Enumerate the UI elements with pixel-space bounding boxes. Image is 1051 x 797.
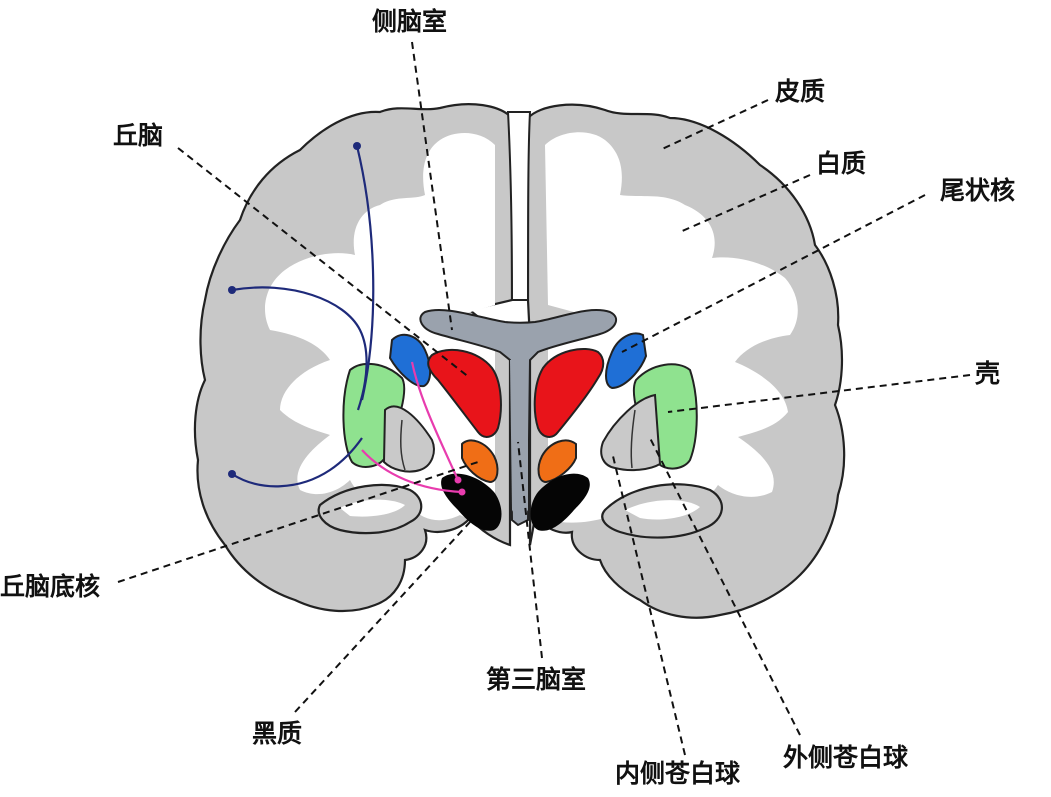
projection-tract-3 — [231, 437, 363, 488]
leader-third-ventricle — [517, 441, 543, 659]
label-globus-pallidus-external: 外侧苍白球 — [783, 743, 909, 772]
label-lateral-ventricle: 侧脑室 — [372, 7, 447, 36]
label-globus-pallidus-internal: 内侧苍白球 — [615, 759, 741, 788]
projection-tract-1 — [355, 145, 375, 401]
leader-lateral-ventricle — [411, 41, 453, 331]
third-ventricle-shape — [510, 360, 528, 522]
label-substantia-nigra: 黑质 — [252, 719, 302, 748]
leader-subthalamic — [117, 461, 479, 583]
right-globus-pallidus-division — [630, 409, 636, 469]
tract-origin-dot-3 — [228, 470, 236, 478]
right-hemisphere-white-matter — [545, 132, 798, 523]
left-temporal-inner — [340, 499, 405, 517]
left-globus-pallidus-division — [400, 419, 406, 471]
right-substantia-nigra — [530, 473, 590, 531]
left-substantia-nigra — [441, 473, 502, 531]
tract-origin-dot-2 — [228, 286, 236, 294]
projection-tract-pink-2 — [361, 449, 463, 494]
label-cortex: 皮质 — [775, 77, 825, 106]
leader-gp-external — [649, 437, 801, 736]
leader-caudate — [621, 194, 926, 353]
left-caudate-nucleus — [388, 333, 432, 388]
left-globus-pallidus — [382, 405, 435, 473]
label-subthalamic-nucleus: 丘脑底核 — [0, 572, 100, 601]
tract-origin-dot-1 — [353, 142, 361, 150]
right-thalamus — [533, 348, 605, 438]
projection-tract-pink-1 — [410, 361, 460, 481]
projection-tract-2 — [231, 286, 368, 411]
label-caudate-nucleus: 尾状核 — [940, 176, 1015, 205]
longitudinal-fissure — [506, 111, 532, 301]
right-temporal-inner — [625, 500, 700, 520]
left-hemisphere-white-matter — [265, 133, 495, 523]
left-thalamus — [427, 348, 502, 438]
leader-gp-internal — [611, 451, 686, 756]
leader-thalamus — [177, 147, 471, 379]
right-caudate-nucleus — [605, 332, 648, 390]
right-globus-pallidus — [600, 393, 662, 472]
left-subthalamic-nucleus — [461, 439, 499, 484]
right-subthalamic-nucleus — [537, 439, 577, 484]
label-thalamus: 丘脑 — [113, 121, 163, 150]
leader-putamen — [667, 374, 971, 413]
tract-terminal-dot-2 — [458, 488, 466, 496]
labels: 侧脑室 皮质 丘脑 白质 尾状核 壳 丘脑底核 第三脑室 黑质 内侧苍白球 外侧… — [0, 7, 1015, 788]
cortical-projections — [228, 142, 466, 496]
label-putamen: 壳 — [974, 359, 1000, 388]
label-white-matter: 白质 — [816, 149, 866, 178]
brain-section — [193, 103, 846, 619]
leader-cortex — [659, 99, 769, 151]
leader-lines — [117, 41, 971, 756]
label-third-ventricle: 第三脑室 — [486, 665, 586, 694]
tract-terminal-dot-1 — [454, 476, 462, 484]
